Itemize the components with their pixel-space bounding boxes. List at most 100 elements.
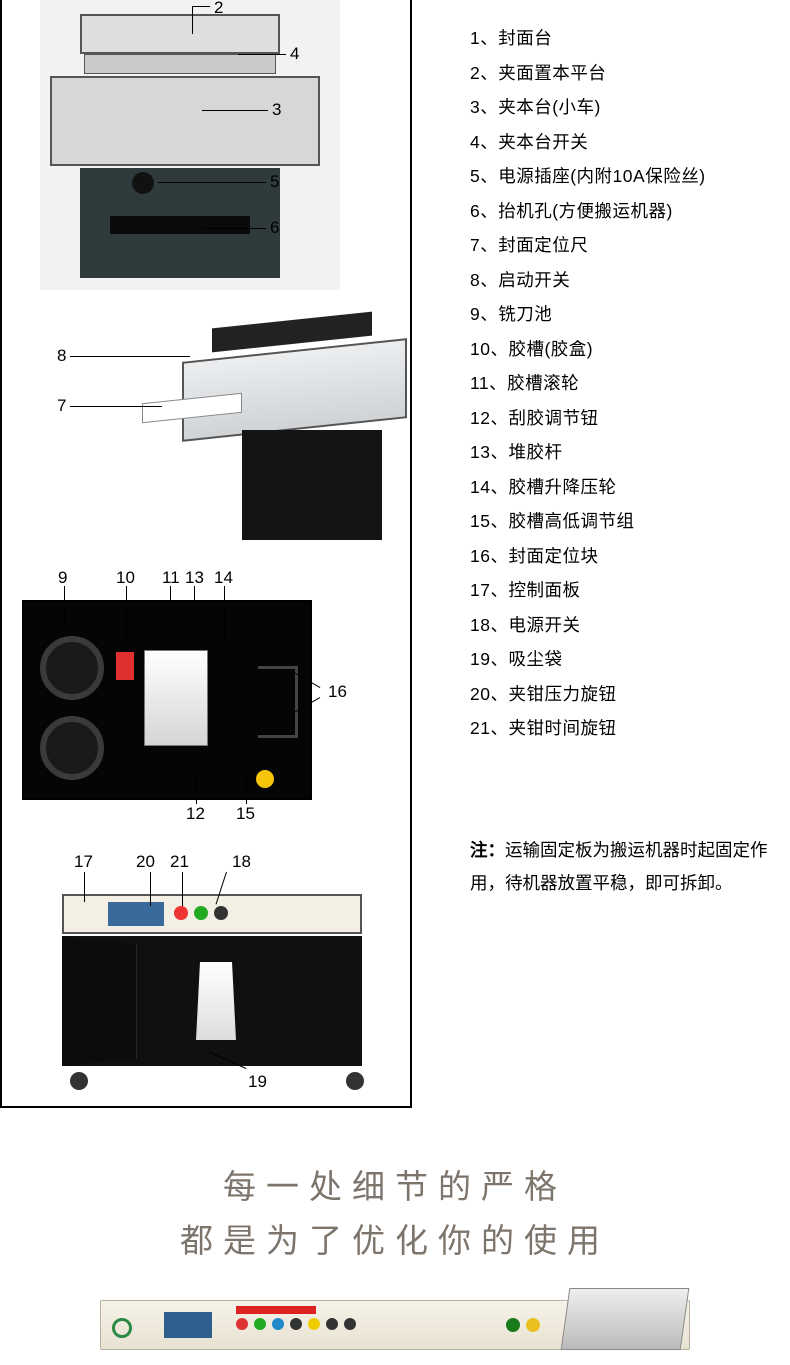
diagram-panel: 2 4 3 5 6 8 7 9 10 11 13 14 16 12 15 17 … [0, 0, 412, 1108]
part-name: 胶槽高低调节组 [508, 511, 634, 531]
part-separator: 、 [480, 235, 498, 255]
callout-14: 14 [214, 568, 233, 588]
callout-15: 15 [236, 804, 255, 824]
part-separator: 、 [490, 546, 508, 566]
part-number: 2 [470, 63, 480, 83]
lead [126, 586, 127, 646]
lead [192, 6, 193, 34]
part-separator: 、 [490, 511, 508, 531]
parts-list-row: 16、封面定位块 [470, 548, 770, 566]
note-text: 运输固定板为搬运机器时起固定作用，待机器放置平稳，即可拆卸。 [470, 840, 768, 893]
part-separator: 、 [480, 201, 498, 221]
parts-list-row: 21、夹钳时间旋钮 [470, 720, 770, 738]
part-number: 12 [470, 408, 490, 428]
part-separator: 、 [490, 649, 508, 669]
parts-list-row: 20、夹钳压力旋钮 [470, 686, 770, 704]
slogan: 每一处细节的严格 都是为了优化你的使用 [0, 1160, 790, 1262]
part-name: 胶槽滚轮 [507, 373, 579, 393]
part-separator: 、 [490, 684, 508, 704]
callout-6: 6 [270, 218, 279, 238]
part-name: 电源开关 [508, 615, 580, 635]
part-number: 4 [470, 132, 480, 152]
part-name: 夹钳压力旋钮 [508, 684, 616, 704]
parts-list-row: 1、封面台 [470, 30, 770, 48]
part-number: 19 [470, 649, 490, 669]
parts-list-row: 12、刮胶调节钮 [470, 410, 770, 428]
part-name: 抬机孔(方便搬运机器) [498, 201, 673, 221]
part-separator: 、 [480, 97, 498, 117]
lead [70, 406, 162, 407]
part-separator: 、 [490, 580, 508, 600]
parts-list-row: 6、抬机孔(方便搬运机器) [470, 203, 770, 221]
callout-7: 7 [57, 396, 66, 416]
parts-list-row: 8、启动开关 [470, 272, 770, 290]
callout-2: 2 [214, 0, 223, 18]
callout-16: 16 [328, 682, 347, 702]
callout-10: 10 [116, 568, 135, 588]
part-name: 吸尘袋 [508, 649, 562, 669]
part-separator: 、 [490, 718, 508, 738]
part-name: 封面定位尺 [498, 235, 588, 255]
parts-list-row: 3、夹本台(小车) [470, 99, 770, 117]
part-number: 14 [470, 477, 490, 497]
parts-list-row: 7、封面定位尺 [470, 237, 770, 255]
part-number: 5 [470, 166, 480, 186]
part-name: 夹面置本平台 [498, 63, 606, 83]
lead [158, 182, 266, 183]
parts-list-row: 9、铣刀池 [470, 306, 770, 324]
callout-9: 9 [58, 568, 67, 588]
part-number: 16 [470, 546, 490, 566]
callout-13: 13 [185, 568, 204, 588]
parts-list-row: 19、吸尘袋 [470, 651, 770, 669]
part-number: 21 [470, 718, 490, 738]
lead [196, 772, 197, 804]
lead [64, 586, 65, 630]
lead [150, 872, 151, 906]
lead [246, 772, 247, 804]
part-name: 夹本台开关 [498, 132, 588, 152]
part-separator: 、 [480, 166, 498, 186]
part-number: 18 [470, 615, 490, 635]
part-number: 11 [470, 373, 489, 393]
part-number: 3 [470, 97, 480, 117]
lead [192, 6, 210, 7]
lead [182, 872, 183, 906]
lead [84, 872, 85, 902]
part-separator: 、 [490, 339, 508, 359]
part-separator: 、 [490, 442, 508, 462]
part-number: 10 [470, 339, 490, 359]
parts-list-row: 14、胶槽升降压轮 [470, 479, 770, 497]
parts-list-row: 15、胶槽高低调节组 [470, 513, 770, 531]
lead [194, 586, 195, 646]
bottom-machine-strip [100, 1288, 690, 1360]
callout-21: 21 [170, 852, 189, 872]
parts-list-row: 2、夹面置本平台 [470, 65, 770, 83]
callout-11: 11 [162, 568, 180, 588]
part-separator: 、 [480, 28, 498, 48]
part-separator: 、 [490, 477, 508, 497]
part-name: 封面定位块 [508, 546, 598, 566]
parts-list-row: 10、胶槽(胶盒) [470, 341, 770, 359]
part-separator: 、 [480, 63, 498, 83]
part-name: 胶槽升降压轮 [508, 477, 616, 497]
lead [202, 228, 266, 229]
part-name: 夹本台(小车) [498, 97, 601, 117]
parts-list: 1、封面台2、夹面置本平台3、夹本台(小车)4、夹本台开关5、电源插座(内附10… [470, 30, 770, 755]
callout-20: 20 [136, 852, 155, 872]
lead [224, 586, 225, 646]
parts-list-row: 11、胶槽滚轮 [470, 375, 770, 393]
parts-list-row: 4、夹本台开关 [470, 134, 770, 152]
callout-17: 17 [74, 852, 93, 872]
figure-2-machine [182, 280, 412, 550]
part-separator: 、 [490, 408, 508, 428]
parts-list-row: 17、控制面板 [470, 582, 770, 600]
part-name: 电源插座(内附10A保险丝) [498, 166, 705, 186]
part-separator: 、 [489, 373, 507, 393]
lead [238, 54, 286, 55]
part-separator: 、 [480, 270, 498, 290]
parts-list-row: 18、电源开关 [470, 617, 770, 635]
part-number: 20 [470, 684, 490, 704]
part-number: 1 [470, 28, 480, 48]
note-label: 注： [470, 840, 505, 860]
parts-list-row: 13、堆胶杆 [470, 444, 770, 462]
